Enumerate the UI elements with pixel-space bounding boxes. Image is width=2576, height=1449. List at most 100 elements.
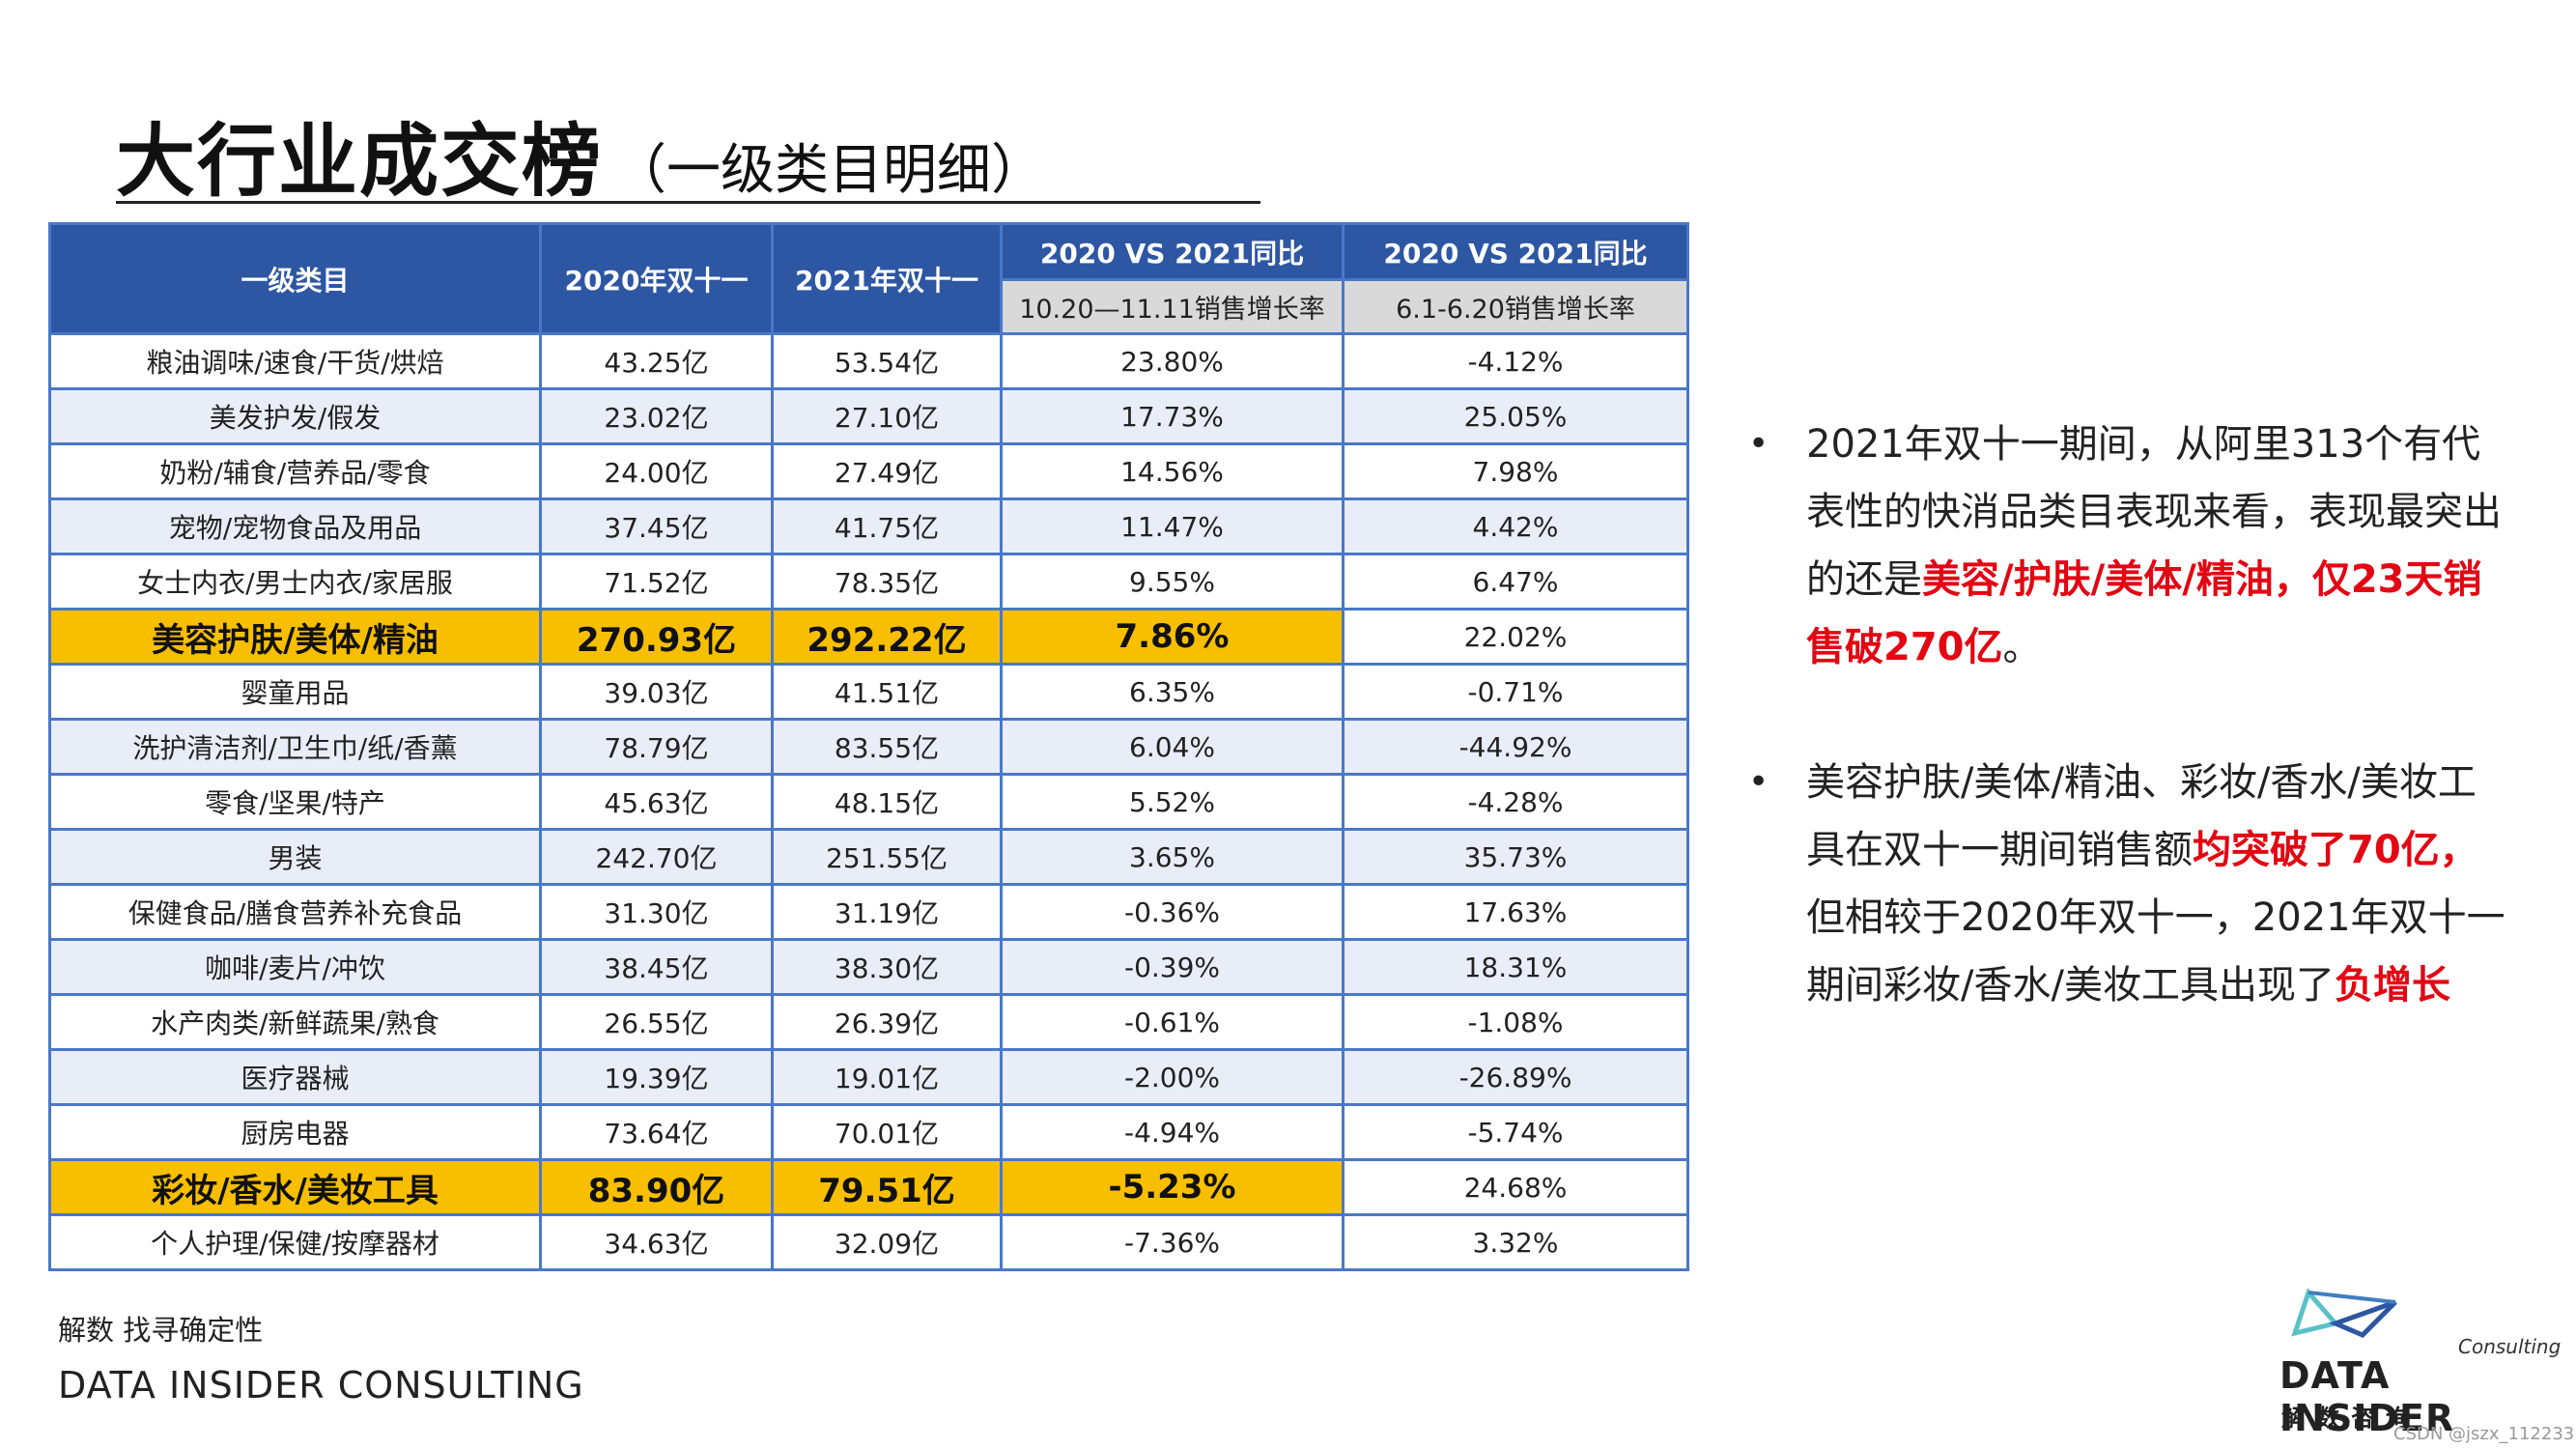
cell-growth-2: 3.32% [1342, 1213, 1689, 1271]
cell-growth-1: 9.55% [1000, 553, 1345, 611]
cell-2021: 78.35亿 [771, 553, 1003, 611]
title-main: 大行业成交榜 [116, 116, 604, 208]
cell-growth-2: 17.63% [1342, 883, 1689, 941]
cell-growth-2: 22.02% [1342, 608, 1689, 666]
company-logo: Consulting DATA INSIDER 解数咨询 [2279, 1285, 2561, 1439]
table-row: 医疗器械 19.39亿 19.01亿 -2.00% -26.89% [48, 1048, 1689, 1106]
category-ranking-table: 一级类目 2020年双十一 2021年双十一 2020 VS 2021同比 20… [48, 222, 1689, 1271]
cell-2021: 48.15亿 [771, 773, 1003, 831]
cell-2020: 34.63亿 [539, 1213, 774, 1271]
cell-category: 保健食品/膳食营养补充食品 [48, 883, 542, 941]
cell-2020: 26.55亿 [539, 993, 774, 1051]
cell-category: 宠物/宠物食品及用品 [48, 497, 542, 555]
table-row: 咖啡/麦片/冲饮 38.45亿 38.30亿 -0.39% 18.31% [48, 938, 1689, 996]
cell-2021: 251.55亿 [771, 828, 1003, 886]
cell-growth-1: 11.47% [1000, 497, 1345, 555]
cell-growth-1: -4.94% [1000, 1103, 1345, 1161]
note-2-text-cont: 但相较于2020年双十一，2021年双十一期间彩妆/香水/美妆工具出现了 [1806, 895, 2505, 1008]
cell-category: 个人护理/保健/按摩器材 [48, 1213, 542, 1271]
watermark: CSDN @jszx_112233 [2393, 1424, 2575, 1444]
cell-growth-2: -4.28% [1342, 773, 1689, 831]
cell-growth-1: 5.52% [1000, 773, 1345, 831]
cell-2020: 71.52亿 [539, 553, 774, 611]
note-1-end: 。 [2002, 625, 2042, 669]
cell-category: 水产肉类/新鲜蔬果/熟食 [48, 993, 542, 1051]
cell-2021: 26.39亿 [771, 993, 1003, 1051]
cell-growth-1: -5.23% [1000, 1158, 1345, 1216]
cell-2020: 37.45亿 [539, 497, 774, 555]
table-row-highlighted: 美容护肤/美体/精油 270.93亿 292.22亿 7.86% 22.02% [48, 608, 1689, 666]
cell-growth-1: -0.36% [1000, 883, 1345, 941]
cell-growth-1: -0.61% [1000, 993, 1345, 1051]
logo-wordmark: DATA INSIDER [2279, 1354, 2455, 1439]
cell-category: 粮油调味/速食/干货/烘焙 [48, 332, 542, 390]
insight-note-2: • 美容护肤/美体/精油、彩妆/香水/美妆工具在双十一期间销售额均突破了70亿， 但… [1739, 749, 2511, 1019]
table-row: 美发护发/假发 23.02亿 27.10亿 17.73% 25.05% [48, 387, 1689, 445]
table-row: 粮油调味/速食/干货/烘焙 43.25亿 53.54亿 23.80% -4.12… [48, 332, 1689, 390]
note-1-highlight: 美容/护肤/美体/精油，仅23天销售破270亿 [1806, 557, 2482, 669]
cell-category: 婴童用品 [48, 663, 542, 721]
cell-growth-2: -26.89% [1342, 1048, 1689, 1106]
table-row: 宠物/宠物食品及用品 37.45亿 41.75亿 11.47% 4.42% [48, 497, 1689, 555]
cell-growth-2: 35.73% [1342, 828, 1689, 886]
cell-2021: 53.54亿 [771, 332, 1003, 390]
cell-growth-2: 4.42% [1342, 497, 1689, 555]
cell-2020: 242.70亿 [539, 828, 774, 886]
header-compare-2-sub: 6.1-6.20销售增长率 [1342, 278, 1689, 335]
note-1-text: 2021年双十一期间，从阿里313个有代表性的快消品类目表现来看，表现最突出的还… [1806, 422, 2502, 602]
cell-2020: 31.30亿 [539, 883, 774, 941]
cell-growth-1: 17.73% [1000, 387, 1345, 445]
cell-growth-2: 24.68% [1342, 1158, 1689, 1216]
note-2-highlight: 均突破了70亿， [2193, 828, 2478, 872]
table-row: 婴童用品 39.03亿 41.51亿 6.35% -0.71% [48, 663, 1689, 721]
footer-company: DATA INSIDER CONSULTING [58, 1364, 584, 1406]
logo-mark-icon [2291, 1288, 2397, 1338]
cell-2021: 19.01亿 [771, 1048, 1003, 1106]
cell-2020: 73.64亿 [539, 1103, 774, 1161]
cell-growth-2: 7.98% [1342, 442, 1689, 500]
cell-2020: 24.00亿 [539, 442, 774, 500]
table-row: 男装 242.70亿 251.55亿 3.65% 35.73% [48, 828, 1689, 886]
cell-2021: 83.55亿 [771, 718, 1003, 776]
cell-2020: 43.25亿 [539, 332, 774, 390]
cell-2020: 23.02亿 [539, 387, 774, 445]
header-compare-1: 2020 VS 2021同比 [1000, 222, 1345, 281]
cell-category: 奶粉/辅食/营养品/零食 [48, 442, 542, 500]
cell-2020: 83.90亿 [539, 1158, 774, 1216]
cell-growth-2: -5.74% [1342, 1103, 1689, 1161]
cell-growth-1: 3.65% [1000, 828, 1345, 886]
cell-2020: 78.79亿 [539, 718, 774, 776]
cell-category: 厨房电器 [48, 1103, 542, 1161]
cell-growth-2: 25.05% [1342, 387, 1689, 445]
cell-category: 彩妆/香水/美妆工具 [48, 1158, 542, 1216]
table-row: 个人护理/保健/按摩器材 34.63亿 32.09亿 -7.36% 3.32% [48, 1213, 1689, 1271]
footer-slogan: 解数 找寻确定性 [58, 1314, 264, 1347]
cell-growth-2: 18.31% [1342, 938, 1689, 996]
insight-note-1: • 2021年双十一期间，从阿里313个有代表性的快消品类目表现来看，表现最突出的… [1739, 411, 2511, 681]
cell-category: 男装 [48, 828, 542, 886]
cell-2021: 31.19亿 [771, 883, 1003, 941]
cell-2021: 27.49亿 [771, 442, 1003, 500]
table-row: 厨房电器 73.64亿 70.01亿 -4.94% -5.74% [48, 1103, 1689, 1161]
cell-category: 零食/坚果/特产 [48, 773, 542, 831]
cell-2021: 292.22亿 [771, 608, 1003, 666]
cell-growth-1: -2.00% [1000, 1048, 1345, 1106]
table-row: 洗护清洁剂/卫生巾/纸/香薰 78.79亿 83.55亿 6.04% -44.9… [48, 718, 1689, 776]
header-2020: 2020年双十一 [539, 222, 774, 335]
cell-category: 女士内衣/男士内衣/家居服 [48, 553, 542, 611]
logo-cn: 解数咨询 [2281, 1405, 2420, 1432]
title-underline [116, 201, 1260, 204]
cell-category: 医疗器械 [48, 1048, 542, 1106]
cell-2021: 38.30亿 [771, 938, 1003, 996]
page-title: 大行业成交榜 （一级类目明细） [116, 97, 1045, 212]
cell-2020: 270.93亿 [539, 608, 774, 666]
cell-2021: 70.01亿 [771, 1103, 1003, 1161]
cell-growth-1: 14.56% [1000, 442, 1345, 500]
note-2-text: 美容护肤/美体/精油、彩妆/香水/美妆工具在双十一期间销售额 [1806, 760, 2477, 872]
bullet-icon: • [1748, 424, 1769, 464]
cell-category: 咖啡/麦片/冲饮 [48, 938, 542, 996]
cell-2020: 39.03亿 [539, 663, 774, 721]
insight-notes: • 2021年双十一期间，从阿里313个有代表性的快消品类目表现来看，表现最突出的… [1739, 411, 2511, 1087]
logo-consulting: Consulting [2458, 1335, 2562, 1358]
bullet-icon: • [1748, 762, 1769, 802]
